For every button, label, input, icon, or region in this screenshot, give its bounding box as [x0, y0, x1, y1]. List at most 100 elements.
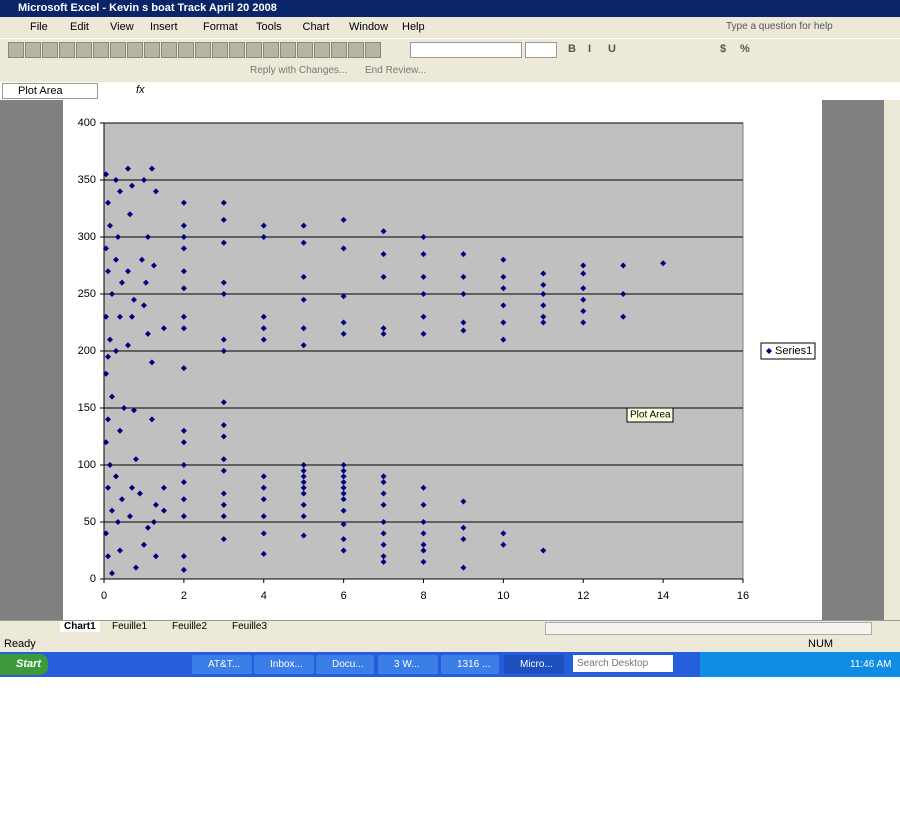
- scatter-point: [140, 302, 147, 309]
- toolbar-icon[interactable]: [144, 42, 160, 58]
- format-button[interactable]: $: [720, 43, 727, 55]
- vertical-scrollbar[interactable]: [884, 100, 900, 620]
- scatter-point: [260, 550, 267, 557]
- toolbar-icon[interactable]: [161, 42, 177, 58]
- reply-button[interactable]: Reply with Changes...: [250, 65, 348, 76]
- toolbar-icon[interactable]: [229, 42, 245, 58]
- menu-item[interactable]: View: [110, 21, 134, 33]
- y-tick-label: 400: [78, 117, 96, 129]
- legend-box: [760, 342, 816, 360]
- scatter-point: [106, 336, 113, 343]
- scatter-point: [102, 171, 109, 178]
- scatter-point: [420, 547, 427, 554]
- name-box[interactable]: Plot Area: [2, 83, 98, 99]
- name-box-text: Plot Area: [18, 85, 63, 97]
- x-tick-label: 2: [181, 590, 187, 602]
- sheet-tab[interactable]: Chart1: [60, 621, 100, 632]
- scatter-point: [340, 467, 347, 474]
- help-box[interactable]: Type a question for help: [726, 21, 833, 32]
- scatter-point: [300, 239, 307, 246]
- scatter-point: [380, 251, 387, 258]
- format-button[interactable]: %: [740, 43, 750, 55]
- scatter-point: [620, 262, 627, 269]
- scatter-point: [300, 473, 307, 480]
- scatter-point: [220, 291, 227, 297]
- taskbar-item[interactable]: Micro...: [504, 655, 564, 674]
- scatter-point: [180, 566, 187, 573]
- scatter-point: [106, 462, 113, 468]
- menu-item[interactable]: Insert: [150, 21, 178, 33]
- toolbar-icon[interactable]: [280, 42, 296, 58]
- taskbar-item[interactable]: Docu...: [316, 655, 374, 674]
- scatter-point: [132, 564, 139, 571]
- toolbar-icon[interactable]: [110, 42, 126, 58]
- toolbar-icon[interactable]: [59, 42, 75, 58]
- scatter-point: [460, 291, 467, 297]
- toolbar-icon[interactable]: [195, 42, 211, 58]
- status-bar: Ready NUM: [0, 635, 900, 652]
- start-button[interactable]: Start: [0, 654, 48, 675]
- clock: 11:46 AM: [850, 659, 892, 670]
- menu-item[interactable]: Window: [349, 21, 389, 33]
- scatter-point: [104, 353, 111, 360]
- format-button[interactable]: U: [608, 43, 616, 55]
- menu-item[interactable]: Tools: [256, 21, 282, 33]
- search-box[interactable]: Search Desktop: [573, 655, 673, 672]
- legend-label: Series1: [775, 345, 812, 357]
- toolbar-icon[interactable]: [212, 42, 228, 58]
- scatter-point: [104, 553, 111, 560]
- scatter-point: [260, 222, 267, 229]
- toolbar-icon[interactable]: [314, 42, 330, 58]
- menu-item[interactable]: File: [30, 21, 48, 33]
- scatter-point: [340, 293, 347, 300]
- scatter-point: [380, 530, 387, 537]
- taskbar-item[interactable]: Inbox...: [254, 655, 314, 674]
- scatter-point: [460, 251, 467, 258]
- y-tick-label: 100: [78, 459, 96, 471]
- scatter-point: [126, 513, 133, 520]
- toolbar-icon[interactable]: [25, 42, 41, 58]
- menu-item[interactable]: Help: [402, 21, 425, 33]
- size-box[interactable]: [525, 42, 557, 58]
- toolbar-icon[interactable]: [42, 42, 58, 58]
- taskbar-item[interactable]: 1316 ...: [441, 655, 499, 674]
- toolbar-icon[interactable]: [263, 42, 279, 58]
- menu-item[interactable]: Chart: [302, 21, 330, 33]
- menu-item[interactable]: Edit: [70, 21, 89, 33]
- toolbar-icon[interactable]: [297, 42, 313, 58]
- taskbar-item[interactable]: 3 W...: [378, 655, 438, 674]
- scatter-point: [148, 416, 155, 423]
- toolbar-icon[interactable]: [365, 42, 381, 58]
- format-button[interactable]: B: [568, 43, 576, 55]
- toolbar-icon[interactable]: [331, 42, 347, 58]
- taskbar-item[interactable]: AT&T...: [192, 655, 252, 674]
- toolbar-icon[interactable]: [178, 42, 194, 58]
- sheet-tab[interactable]: Feuille1: [112, 621, 148, 632]
- sheet-tab[interactable]: Feuille3: [232, 621, 268, 632]
- scatter-point: [140, 541, 147, 548]
- scatter-point: [260, 484, 267, 491]
- y-tick-label: 300: [78, 231, 96, 243]
- scatter-point: [180, 365, 187, 372]
- scatter-point: [340, 462, 347, 468]
- menu-item[interactable]: Format: [203, 21, 238, 33]
- scatter-point: [340, 507, 347, 514]
- toolbar-icon[interactable]: [246, 42, 262, 58]
- scatter-point: [460, 273, 467, 280]
- window-title: Microsoft Excel - Kevin s boat Track Apr…: [18, 2, 277, 14]
- font-box[interactable]: [410, 42, 522, 58]
- horizontal-scrollbar[interactable]: [545, 622, 872, 635]
- toolbar-icon[interactable]: [127, 42, 143, 58]
- x-tick-label: 8: [420, 590, 426, 602]
- review-toolbar: Reply with Changes... End Review...: [0, 60, 900, 82]
- scatter-point: [104, 199, 111, 206]
- toolbar-icon[interactable]: [93, 42, 109, 58]
- toolbar-icon[interactable]: [8, 42, 24, 58]
- format-button[interactable]: I: [588, 43, 592, 55]
- sheet-tab[interactable]: Feuille2: [172, 621, 208, 632]
- toolbar-icon[interactable]: [348, 42, 364, 58]
- end-review-button[interactable]: End Review...: [365, 65, 427, 76]
- scatter-point: [114, 519, 121, 525]
- y-tick-label: 50: [84, 516, 96, 528]
- toolbar-icon[interactable]: [76, 42, 92, 58]
